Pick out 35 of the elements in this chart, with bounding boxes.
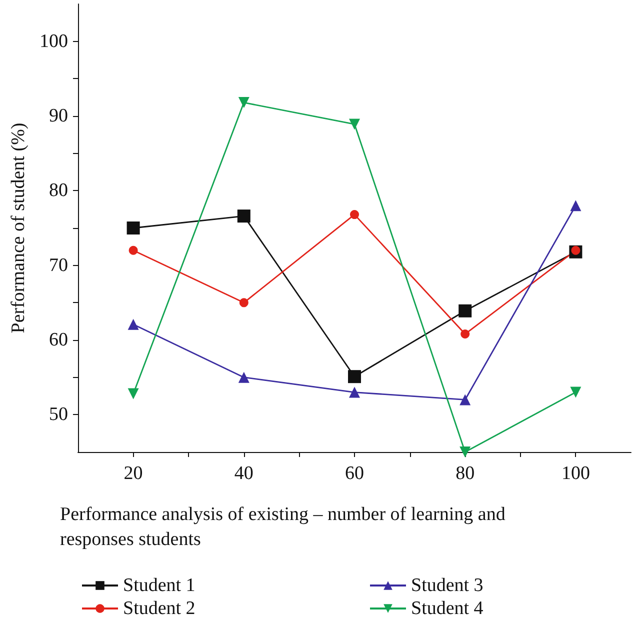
legend-label: Student 3 (411, 575, 484, 596)
point (348, 370, 361, 384)
x-tick-label: 20 (124, 463, 143, 484)
point (128, 246, 138, 255)
y-tick-label: 50 (49, 404, 68, 426)
x-axis-title: Performance analysis of existing – number of learning and responses students (60, 504, 510, 550)
y-axis-title: Performance of student (%) (8, 122, 29, 334)
legend-label: Student 2 (123, 598, 196, 619)
point (238, 97, 250, 108)
x-tick-label: 40 (234, 463, 254, 484)
point (126, 222, 140, 234)
y-tick-label: 80 (49, 180, 68, 202)
point (349, 386, 360, 398)
point (570, 386, 582, 398)
point (460, 394, 471, 406)
legend-label: Student 4 (411, 598, 484, 619)
point (128, 318, 139, 330)
point (349, 118, 360, 130)
y-tick-label: 70 (49, 254, 68, 276)
point (237, 210, 250, 223)
y-tick-label: 90 (49, 106, 68, 126)
point (460, 330, 470, 339)
point (239, 298, 248, 308)
point (570, 200, 582, 212)
legend-label: Student 1 (123, 575, 196, 596)
y-tick-label: 60 (49, 330, 68, 350)
y-tick-label: 100 (40, 30, 68, 52)
point (128, 388, 139, 400)
x-tick-label: 100 (561, 463, 590, 484)
point (350, 210, 359, 220)
x-tick-label: 80 (456, 463, 475, 484)
x-tick-label: 60 (345, 463, 364, 484)
point (458, 304, 472, 318)
point (238, 372, 250, 383)
point (460, 446, 471, 458)
